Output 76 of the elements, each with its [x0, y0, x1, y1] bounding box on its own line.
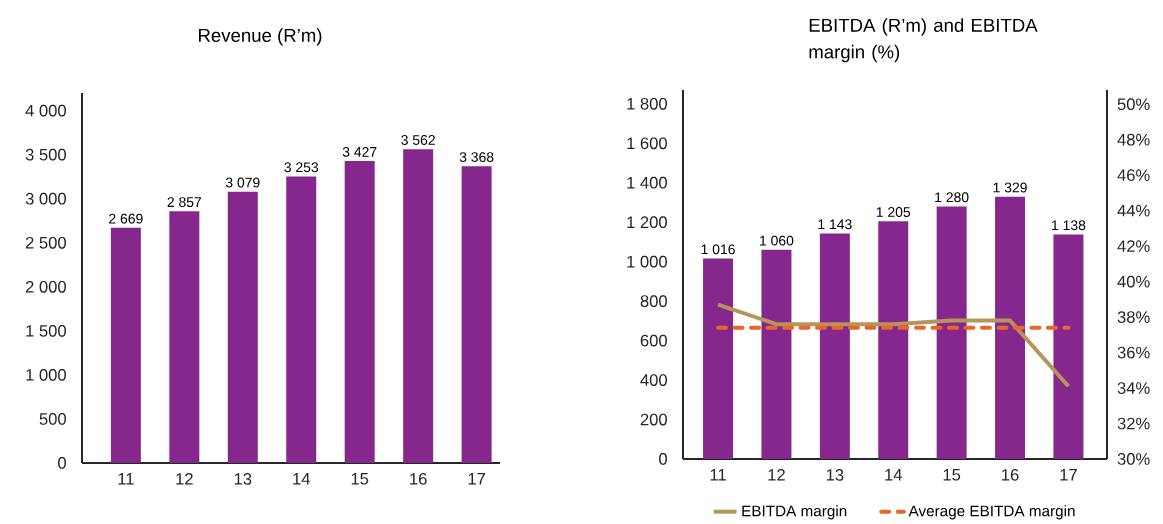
bar: [227, 191, 258, 464]
y-tick-label: 0: [659, 453, 667, 466]
x-tick-label: 12: [768, 469, 785, 481]
bar: [703, 258, 734, 460]
y-tick-label: 200: [640, 413, 667, 426]
data-label: 1 143: [818, 219, 852, 230]
y-tick-label: 0: [58, 457, 66, 470]
data-label: 3 562: [401, 135, 435, 146]
bar: [878, 221, 909, 460]
x-tick-label: 11: [118, 473, 134, 485]
y2-tick-label: 40%: [1117, 275, 1150, 288]
bar: [169, 211, 200, 464]
data-label: 2 669: [109, 213, 143, 224]
x-tick-label: 16: [1002, 469, 1019, 482]
x-tick-label: 16: [410, 473, 427, 486]
data-label: 3 253: [284, 162, 319, 173]
data-label: 1 329: [993, 182, 1027, 193]
bar: [110, 228, 141, 464]
bar: [761, 250, 792, 460]
x-tick-label: 17: [1060, 469, 1077, 481]
data-label: 3 368: [459, 152, 494, 163]
y-tick-label: 1 600: [627, 137, 667, 150]
y-tick-label: 3 500: [25, 149, 66, 161]
data-label: 1 205: [876, 207, 911, 218]
y-tick-label: 2 000: [25, 281, 66, 293]
x-tick-label: 13: [826, 469, 844, 482]
data-label: 2 857: [167, 197, 202, 208]
x-tick-label: 12: [176, 473, 193, 485]
y-tick-label: 1 200: [627, 216, 667, 229]
y2-tick-label: 38%: [1117, 311, 1150, 324]
y2-tick-label: 42%: [1117, 240, 1150, 253]
bar: [461, 166, 492, 464]
y2-tick-label: 44%: [1117, 205, 1150, 217]
x-tick-label: 14: [885, 469, 902, 481]
y-tick-label: 2 500: [25, 237, 66, 249]
data-label: 3 079: [225, 177, 260, 188]
y-tick-label: 400: [640, 374, 667, 387]
y-tick-label: 500: [39, 413, 66, 426]
legend-label: Average EBITDA margin: [908, 505, 1075, 520]
x-tick-label: 15: [943, 469, 961, 481]
y-tick-label: 1 400: [627, 177, 667, 189]
y-tick-label: 1 800: [627, 98, 667, 110]
bar: [1053, 234, 1084, 460]
bar: [286, 176, 317, 464]
chart-title: Revenue (R’m): [199, 28, 322, 46]
x-tick-label: 13: [234, 473, 252, 486]
x-tick-label: 17: [468, 473, 486, 485]
y2-tick-label: 50%: [1117, 98, 1150, 111]
y2-tick-label: 46%: [1117, 169, 1150, 182]
bar: [995, 196, 1026, 460]
x-tick-label: 14: [293, 473, 310, 485]
y-tick-label: 4 000: [25, 104, 66, 117]
data-label: 1 016: [701, 244, 735, 255]
data-label: 3 427: [342, 147, 377, 158]
y-tick-label: 800: [640, 295, 667, 308]
x-tick-label: 15: [351, 473, 369, 485]
bar: [936, 206, 967, 460]
bar: [403, 149, 434, 464]
y-tick-label: 1 500: [26, 325, 66, 337]
y2-tick-label: 48%: [1117, 134, 1150, 146]
y-tick-label: 1 000: [26, 369, 66, 382]
data-label: 1 060: [760, 235, 794, 246]
bar: [344, 161, 375, 464]
legend-label: EBITDA margin: [742, 505, 847, 520]
bar: [819, 233, 850, 460]
y-tick-label: 1 000: [627, 256, 667, 268]
y2-tick-label: 34%: [1117, 382, 1150, 395]
chart-title: EBITDA (R’m) and EBITDA margin (%): [809, 18, 1038, 63]
y2-tick-label: 30%: [1117, 453, 1150, 466]
y2-tick-label: 36%: [1117, 346, 1150, 359]
data-label: 1 138: [1052, 220, 1086, 231]
y-tick-label: 3 000: [25, 193, 66, 205]
y2-tick-label: 32%: [1117, 417, 1150, 430]
data-label: 1 280: [935, 192, 969, 203]
y-tick-label: 600: [640, 334, 667, 347]
x-tick-label: 11: [710, 469, 726, 481]
